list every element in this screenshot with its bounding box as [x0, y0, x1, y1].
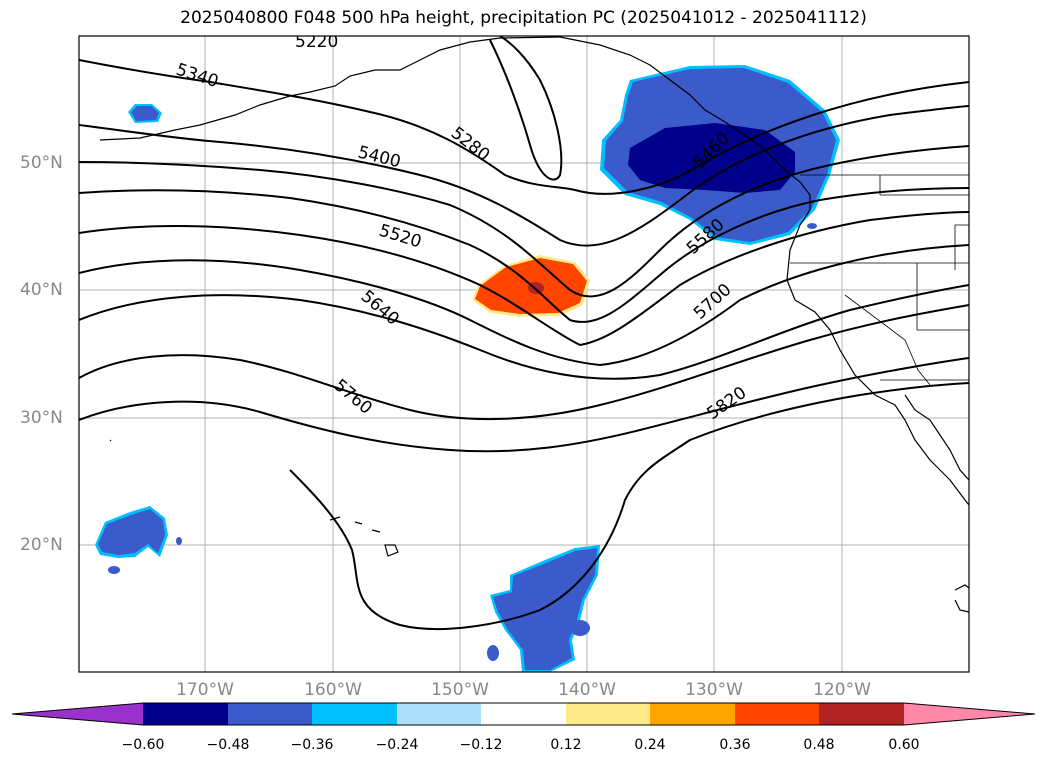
lon-label: 140°W: [558, 680, 616, 700]
colorbar-segment: [735, 703, 819, 725]
colorbar-segment: [819, 703, 904, 725]
colorbar-tick: −0.60: [121, 737, 165, 753]
contour-label: 5220: [295, 32, 338, 52]
height-contours: [79, 36, 969, 630]
lon-label: 150°W: [431, 680, 489, 700]
lat-label: 20°N: [20, 535, 63, 555]
lat-label: 30°N: [20, 408, 63, 428]
colorbar-segment: [566, 703, 650, 725]
colorbar-segment: [12, 703, 143, 725]
colorbar-segment: [228, 703, 312, 725]
colorbar-tick: 0.24: [634, 737, 666, 753]
precip-anomaly-hawaii-west: [95, 506, 182, 574]
lon-label: 120°W: [813, 680, 871, 700]
colorbar-tick: 0.48: [803, 737, 835, 753]
lon-label: 130°W: [685, 680, 743, 700]
lon-label: 160°W: [304, 680, 362, 700]
colorbar-segment: [481, 703, 566, 725]
colorbar-tick: 0.36: [719, 737, 751, 753]
colorbar-segment: [650, 703, 735, 725]
colorbar-tick: −0.48: [206, 737, 250, 753]
colorbar-tick: −0.12: [459, 737, 503, 753]
colorbar-outline: [11, 702, 1036, 726]
lat-label: 50°N: [20, 153, 63, 173]
colorbar-tick: 0.60: [888, 737, 920, 753]
lon-label: 170°W: [176, 680, 234, 700]
colorbar-tick: 0.12: [550, 737, 582, 753]
colorbar-segment: [143, 703, 228, 725]
map-plot: 5220 5340 5280 5400 5460 5520 5580 5640 …: [78, 32, 970, 673]
colorbar: [11, 702, 1036, 726]
map-title: 2025040800 F048 500 hPa height, precipit…: [180, 8, 867, 28]
colorbar-segment: [312, 703, 397, 725]
coastlines: [99, 36, 969, 613]
plot-frame: [78, 35, 970, 673]
colorbar-segment: [904, 703, 1035, 725]
colorbar-segment: [397, 703, 481, 725]
precip-anomaly-north-small: [128, 104, 817, 229]
colorbar-tick: −0.24: [375, 737, 419, 753]
colorbar-tick: −0.36: [290, 737, 334, 753]
lat-label: 40°N: [20, 280, 63, 300]
